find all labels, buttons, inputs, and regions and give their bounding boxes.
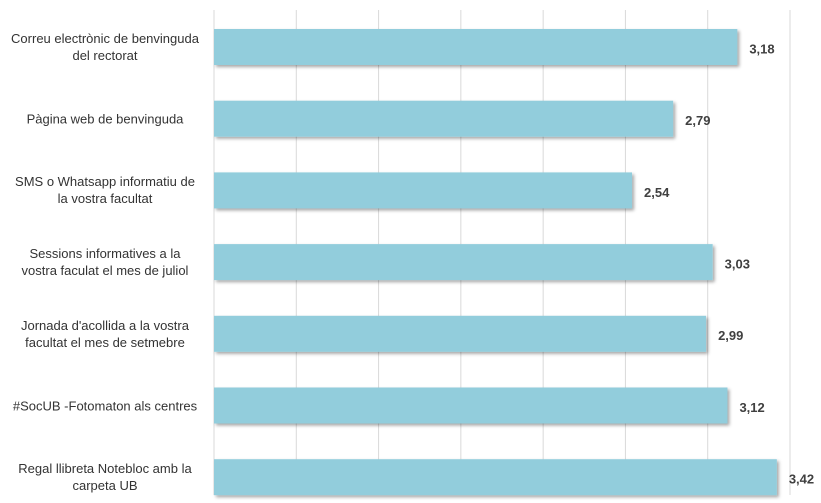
category-label: Correu electrònic de benvinguda del rect… [11, 31, 199, 63]
bar [214, 29, 738, 65]
bar [214, 387, 728, 424]
bar [214, 459, 777, 496]
value-label: 2,99 [718, 328, 743, 343]
category-label: Sessions informatives a la vostra facula… [21, 246, 189, 279]
bar [214, 244, 713, 281]
value-label: 3,42 [789, 472, 814, 487]
category-label: Pàgina web de benvinguda [26, 111, 184, 127]
value-label: 2,79 [685, 113, 710, 128]
category-label: SMS o Whatsapp informatiu de la vostra f… [15, 174, 195, 207]
bar [214, 315, 707, 352]
bar [214, 172, 633, 209]
category-label: Regal llibreta Notebloc amb la carpeta U… [18, 461, 192, 494]
value-label: 3,12 [739, 400, 764, 415]
category-label: Jornada d'acollida a la vostra facultat … [21, 317, 189, 350]
category-label: #SocUB -Fotomaton als centres [12, 398, 198, 413]
bar [214, 100, 674, 137]
value-label: 2,54 [644, 185, 670, 200]
value-label: 3,03 [725, 257, 750, 272]
value-label: 3,18 [749, 41, 774, 56]
